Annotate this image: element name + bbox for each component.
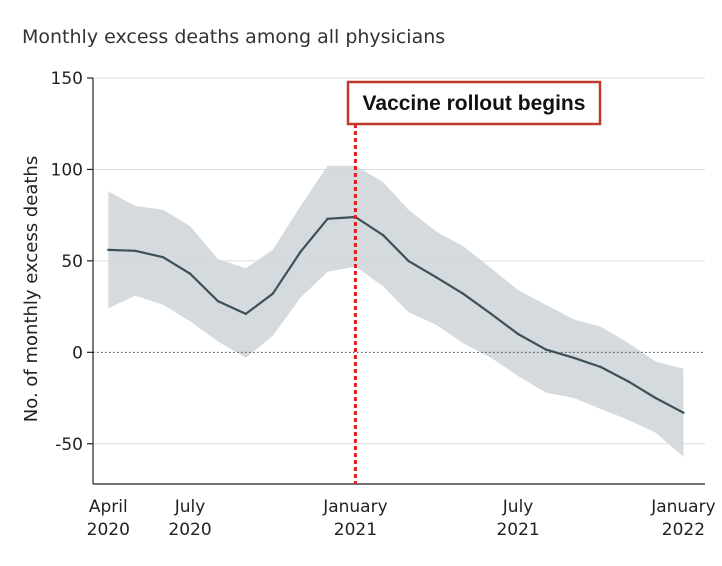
- y-tick-label: 150: [51, 69, 83, 89]
- x-tick-label-year: 2020: [168, 520, 211, 540]
- estimate-point: [572, 356, 575, 360]
- annotation-box: [346, 80, 602, 126]
- y-axis-ticks: 150 100 50 0 -50: [51, 69, 93, 455]
- estimate-point: [216, 299, 220, 303]
- estimate-point: [107, 248, 110, 252]
- estimate-point: [682, 411, 685, 414]
- estimate-point: [407, 259, 410, 263]
- y-tick-label: 50: [61, 252, 83, 272]
- estimate-point: [654, 396, 657, 400]
- x-axis-ticks: April 2020 July 2020 January 2021 July 2021 Janu…: [87, 497, 716, 540]
- estimate-point: [134, 249, 137, 253]
- x-tick-label-month: July: [502, 497, 534, 517]
- y-tick-label: 0: [72, 343, 83, 363]
- x-tick-label-month: July: [174, 497, 206, 517]
- x-tick-label-year: 2022: [662, 520, 705, 540]
- estimate-series-line: [108, 215, 684, 414]
- x-tick-label-month: April: [89, 497, 128, 517]
- estimate-point: [516, 332, 520, 336]
- estimate-point: [326, 217, 329, 221]
- estimate-point: [188, 272, 192, 275]
- estimate-point: [382, 234, 385, 237]
- estimate-point: [244, 312, 247, 316]
- x-tick-label-month: January: [322, 497, 387, 517]
- x-tick-label-month: January: [650, 497, 715, 517]
- y-tick-label: -50: [55, 435, 83, 455]
- estimate-point: [161, 256, 165, 259]
- confidence-band: [108, 165, 684, 457]
- annotation-label: Vaccine rollout begins: [363, 92, 586, 115]
- estimate-point: [271, 292, 274, 296]
- estimate-point: [462, 292, 465, 296]
- chart-title: Monthly excess deaths among all physicia…: [22, 26, 446, 48]
- x-tick-label-year: 2020: [87, 520, 130, 540]
- x-tick-label-year: 2021: [334, 520, 377, 540]
- estimate-point: [489, 312, 493, 316]
- y-axis-label: No. of monthly excess deaths: [21, 156, 42, 422]
- x-tick-label-year: 2021: [496, 520, 539, 540]
- estimate-point: [435, 276, 438, 279]
- estimate-point: [299, 250, 302, 253]
- estimate-point: [627, 380, 630, 383]
- estimate-point: [599, 365, 602, 369]
- estimate-point: [544, 348, 548, 351]
- y-tick-label: 100: [51, 160, 83, 180]
